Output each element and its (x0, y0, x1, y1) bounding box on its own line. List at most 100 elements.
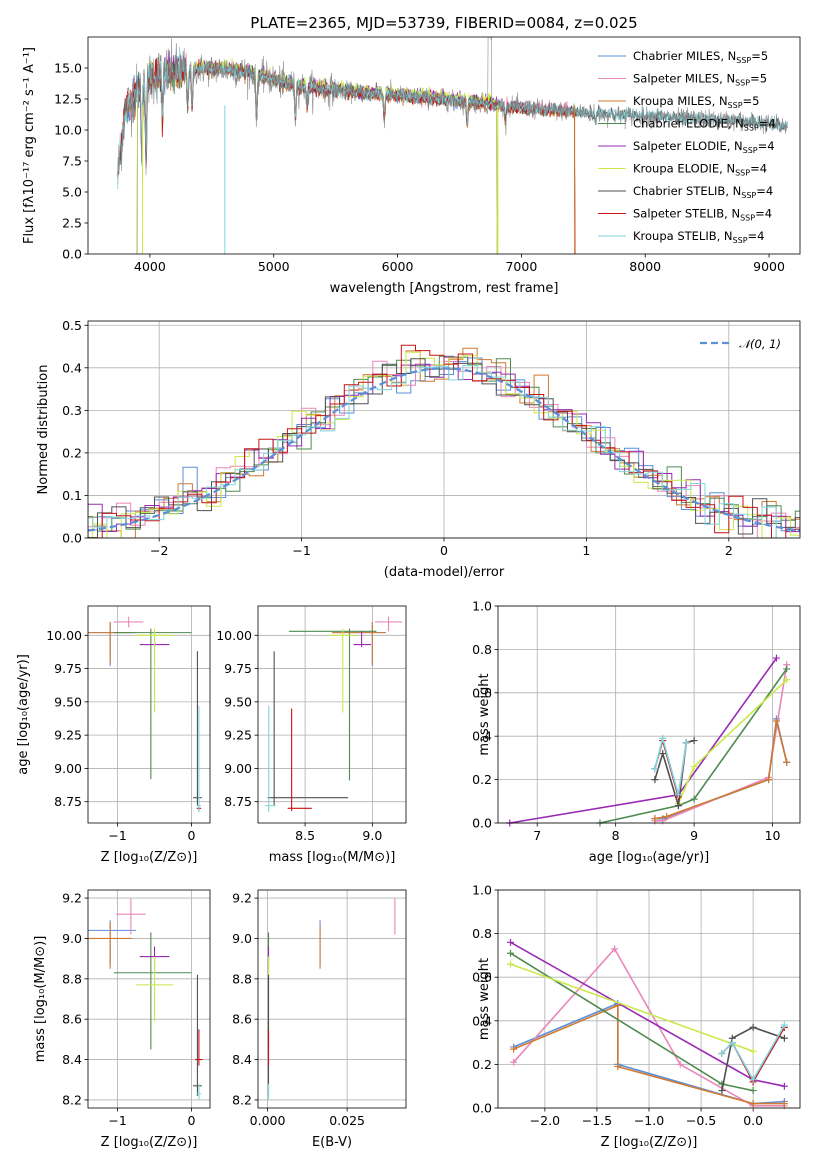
mass-weight-line (599, 668, 788, 824)
legend-entry-name: Salpeter MILES, N (633, 72, 735, 86)
axes-frame (87, 889, 211, 1109)
legend-entry-subscript: SSP (735, 169, 750, 178)
x-tick-label: 9000 (753, 259, 785, 274)
x-axis-label: Z [log₁₀(Z/Z⊙)] (101, 850, 198, 865)
legend-entry-name: Kroupa MILES, N (633, 94, 728, 108)
mass-weight-marker (614, 1063, 622, 1071)
x-tick-label: −0.5 (686, 1113, 716, 1128)
y-axis-label: mass [log₁₀(M/M⊙)] (33, 936, 48, 1063)
x-tick-label: 0.025 (329, 1113, 365, 1128)
mass-weight-marker (651, 765, 659, 773)
errorbar-area (88, 616, 202, 813)
x-axis-label: Z [log₁₀(Z/Z⊙)] (601, 1135, 698, 1150)
y-tick-label: 15.0 (54, 61, 82, 76)
y-tick-label: 0.0 (62, 531, 82, 546)
y-axis-label: Flux [fλ10⁻¹⁷ erg cm⁻² s⁻¹ A⁻¹] (22, 47, 37, 244)
x-tick-label: −1.0 (634, 1113, 664, 1128)
mass-weight-marker (659, 734, 667, 742)
legend-entry-subscript: SSP (744, 124, 759, 133)
legend-entry: Chabrier MILES, NSSP=5 (633, 49, 768, 65)
y-axis-label: Normed distribution (36, 365, 51, 495)
y-tick-label: 9.75 (54, 661, 82, 676)
x-tick-label: −1 (108, 1113, 126, 1128)
legend-entry-value: =4 (750, 162, 767, 176)
x-axis-label: Z [log₁₀(Z/Z⊙)] (101, 1135, 198, 1150)
mass-weight-marker (718, 1080, 726, 1088)
legend-entry-name: Chabrier MILES, N (633, 49, 736, 63)
errorbar-area (264, 616, 402, 813)
y-tick-label: 8.8 (232, 971, 252, 986)
x-tick-label: −1 (292, 543, 310, 558)
legend-entry: Chabrier ELODIE, NSSP=4 (633, 117, 776, 133)
x-tick-label: 8000 (629, 259, 661, 274)
y-tick-label: 8.6 (232, 1012, 252, 1027)
y-tick-label: 0.8 (472, 642, 492, 657)
mass-weight-marker (506, 938, 514, 946)
y-axis-label: mass weight (477, 673, 492, 755)
mass-weight-line (654, 718, 788, 820)
legend-entry: Salpeter STELIB, NSSP=4 (633, 207, 772, 223)
mass-weight-marker (749, 1100, 757, 1108)
y-tick-label: 2.5 (62, 216, 82, 231)
x-tick-label: 7 (533, 828, 541, 843)
spectrum-plot-area (117, 37, 788, 254)
y-tick-label: 8.75 (224, 794, 252, 809)
y-tick-label: 5.0 (62, 185, 82, 200)
mass-weight-marker (690, 763, 698, 771)
legend-entry: Salpeter MILES, NSSP=5 (633, 72, 767, 88)
mass-weight-marker (749, 1047, 757, 1055)
x-axis-label: age [log₁₀(age/yr)] (589, 850, 710, 865)
axes-frame (497, 889, 801, 1109)
x-tick-label: −1 (108, 828, 126, 843)
mass-weight-marker (674, 802, 682, 810)
mass-vs-ebv-panel: 0.000 0.025 8.2 8.4 8.6 8.8 9.0 9.2 E(B-V) (232, 889, 407, 1150)
weight-line-area (506, 654, 791, 827)
mass-weight-marker (780, 1021, 788, 1029)
x-axis-label: (data-model)/error (384, 565, 505, 580)
mass-weight-marker (651, 815, 659, 823)
mass-weight-marker (765, 776, 773, 784)
legend-entry-subscript: SSP (733, 236, 748, 245)
residual-histogram-step (88, 356, 800, 533)
mass-weight-marker (780, 1034, 788, 1042)
weight-vs-metallicity-panel: −2.0 −1.5 −1.0 −0.5 0.0 0.0 0.2 0.4 0.6 0.8 1.0 Z [… (472, 883, 801, 1150)
axes-frame (257, 889, 407, 1109)
y-tick-label: 7.5 (62, 154, 82, 169)
legend-entry-name: Salpeter ELODIE, N (633, 139, 743, 153)
residuals-panel: −2 −1 0 1 2 0.0 0.1 0.2 0.3 0.4 0.5 (data-model)/er… (36, 318, 801, 580)
mass-weight-marker (783, 665, 791, 673)
y-tick-label: 0.5 (62, 318, 82, 333)
x-tick-label: 1 (582, 543, 590, 558)
x-axis-label: wavelength [Angstrom, rest frame] (330, 281, 559, 296)
mass-weight-marker (749, 1087, 757, 1095)
x-tick-label: 5000 (258, 259, 290, 274)
y-tick-label: 9.25 (224, 728, 252, 743)
y-tick-label: 0.1 (62, 488, 82, 503)
normal-distribution-curve (88, 367, 800, 532)
y-tick-label: 8.2 (232, 1092, 252, 1107)
legend-entry-name: Kroupa ELODIE, N (633, 162, 735, 176)
x-axis-label: mass [log₁₀(M/M⊙)] (269, 850, 396, 865)
legend-entry: Kroupa ELODIE, NSSP=4 (633, 162, 767, 178)
mass-weight-marker (690, 737, 698, 745)
axes-frame (497, 605, 801, 824)
y-tick-label: 9.50 (224, 694, 252, 709)
legend-entry-subscript: SSP (740, 214, 755, 223)
age-vs-metallicity-panel: −1 0 8.75 9.00 9.25 9.50 9.75 10.00 Z [log₁₀(Z/Z… (16, 605, 211, 865)
spectrum-panel: 4000 5000 6000 7000 8000 9000 0.0 2.5 5.0 7.5 10.0… (22, 14, 801, 296)
legend-entry-value: =4 (748, 229, 765, 243)
mass-weight-marker (690, 795, 698, 803)
y-tick-label: 0.0 (62, 247, 82, 262)
legend-entry-name: Chabrier ELODIE, N (633, 117, 744, 131)
legend-entry-subscript: SSP (741, 191, 756, 200)
mass-weight-marker (718, 1050, 726, 1057)
legend-entry-value: =5 (751, 49, 768, 63)
y-tick-label: 0.2 (472, 772, 492, 787)
chart-title: PLATE=2365, MJD=53739, FIBERID=0084, z=0… (250, 14, 637, 32)
x-tick-label: −2.0 (530, 1113, 560, 1128)
legend-entry: Chabrier STELIB, NSSP=4 (633, 184, 773, 200)
mass-weight-marker (676, 1060, 684, 1068)
mass-weight-marker (510, 1045, 518, 1053)
axes-frame (257, 605, 407, 824)
